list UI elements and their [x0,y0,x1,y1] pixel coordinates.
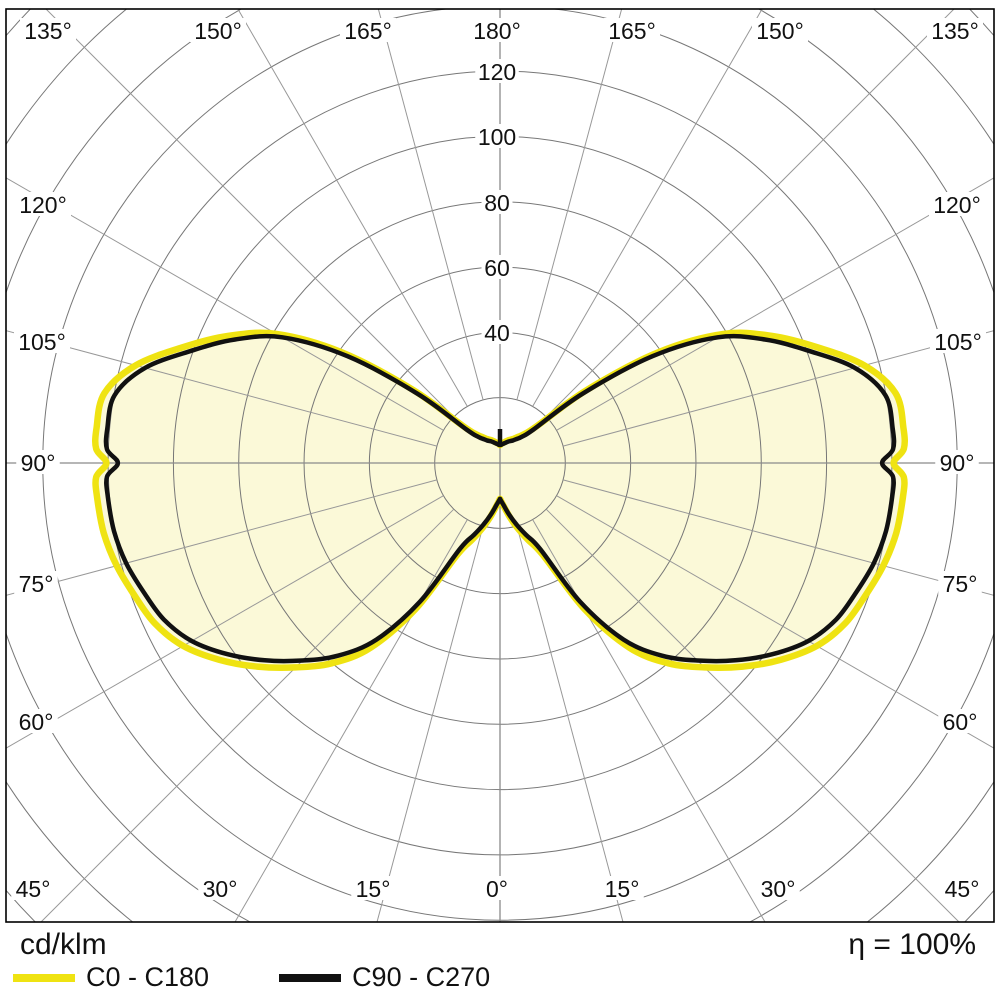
angle-tick-label-chip [940,876,984,900]
angle-tick-label-chip [927,18,983,42]
radial-tick-label-chip [475,124,519,148]
angle-tick-label: 30° [761,876,796,902]
grid-spoke [516,525,624,922]
angle-tick-label-chip [930,329,986,353]
legend-item-c0-c180: C0 - C180 [13,962,209,993]
angle-tick-label-chip [752,18,808,42]
angle-tick-label-chip [756,876,800,900]
grid-spoke [376,525,484,922]
legend: C0 - C180 C90 - C270 [13,962,490,993]
angle-tick-label: 165° [608,18,656,44]
angle-tick-label-chip [20,18,76,42]
grid-spoke [6,177,444,431]
angle-tick-label: 135° [24,18,72,44]
radial-tick-label-chip [481,320,513,344]
legend-swatch-c0-c180-icon [13,973,75,982]
radial-tick-label-chip [475,59,519,83]
intensity-curves [92,329,908,672]
angle-tick-label-chip [938,571,982,595]
radial-tick-label-chip [481,255,513,279]
angle-tick-label-chip [15,192,71,216]
angle-tick-label-chip [351,876,395,900]
angle-tick-label: 60° [943,709,978,735]
angle-tick-label-chip [938,709,982,733]
angle-tick-label: 150° [194,18,242,44]
angle-tick-label-chip [14,329,70,353]
angle-tick-label: 75° [19,571,54,597]
angle-tick-label-chip [190,18,246,42]
angle-tick-label-chip [481,876,513,900]
grid-spoke [516,9,623,401]
curve-c90-c270 [497,333,897,664]
unit-label: cd/klm [20,928,107,961]
radial-tick-label: 40 [484,320,510,346]
angle-tick-label: 0° [486,876,508,902]
angle-tick-label: 120° [19,192,67,218]
angle-tick-label: 30° [203,876,238,902]
radial-tick-label: 60 [484,255,510,281]
grid-spoke [6,330,438,447]
light-output-ratio-label: η = 100% [848,928,976,961]
curve-c90-c270 [103,333,503,664]
angle-tick-label-chip [604,18,660,42]
angle-tick-label-chip [929,192,985,216]
legend-label-c0-c180: C0 - C180 [86,962,210,992]
angle-tick-label: 15° [356,876,391,902]
angle-tick-label: 90° [21,450,56,476]
angle-tick-label-chip [340,18,396,42]
grid-spoke [40,508,455,922]
grid-spoke [562,479,994,596]
radial-tick-label: 100 [478,124,516,150]
polar-intensity-chart: 135° 150° 165° 180° 165° 150° 135° 120° 120° 105°… [5,8,995,923]
chart-frame [5,8,995,923]
angle-tick-label: 45° [16,876,51,902]
radial-tick-label: 120 [478,59,516,85]
legend-label-c90-c270: C90 - C270 [352,962,491,992]
grid-spoke [532,9,763,407]
angle-tick-label: 150° [756,18,804,44]
angle-tick-label: 60° [19,709,54,735]
angle-tick-label-chip [935,450,979,474]
radial-tick-label: 80 [484,190,510,216]
grid-spoke [6,495,444,749]
grid-spoke [377,9,484,401]
angle-tick-label-chip [14,709,58,733]
grid-spoke [556,495,994,749]
angle-tick-label: 105° [934,329,982,355]
angle-tick-label: 75° [943,571,978,597]
grid-spoke [562,330,994,447]
grid-spoke [545,508,960,922]
angle-tick-label: 90° [940,450,975,476]
grid-spoke [237,9,468,407]
angle-tick-label: 45° [945,876,980,902]
angle-tick-label-chip [198,876,242,900]
angle-tick-label-chip [469,18,525,42]
angle-tick-label: 105° [18,329,66,355]
angle-tick-label: 165° [344,18,392,44]
angle-tick-label-chip [600,876,644,900]
angle-tick-label-chip [16,450,60,474]
angle-tick-label: 15° [605,876,640,902]
tick-labels: 135° 150° 165° 180° 165° 150° 135° 120° 120° 105°… [11,18,986,902]
angle-tick-label: 120° [933,192,981,218]
angle-tick-label-chip [11,876,55,900]
grid-spoke [556,177,994,431]
legend-item-c90-c270: C90 - C270 [279,962,490,993]
angle-tick-label: 135° [931,18,979,44]
grid-spoke [6,479,438,596]
angle-tick-label-chip [14,571,58,595]
radial-tick-label-chip [481,190,513,214]
legend-swatch-c90-c270-icon [279,973,342,982]
angle-tick-label: 180° [473,18,521,44]
